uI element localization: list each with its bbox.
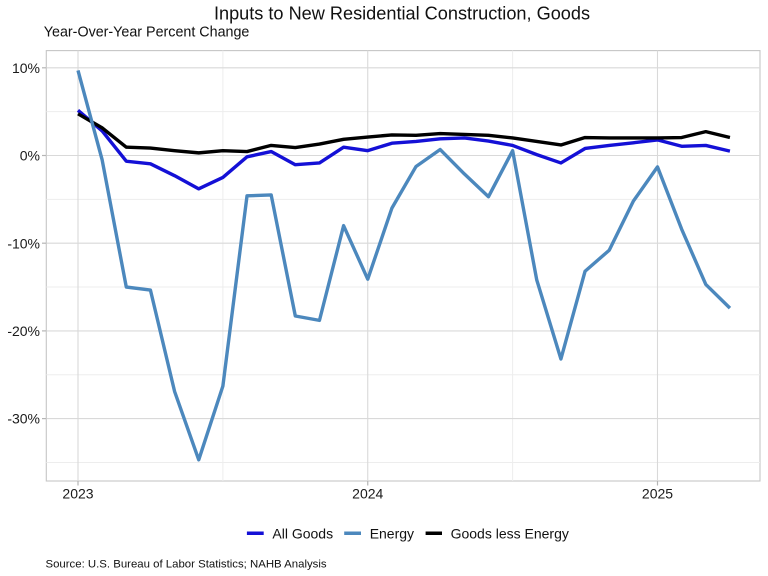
- svg-text:All Goods: All Goods: [272, 525, 333, 541]
- svg-text:10%: 10%: [12, 60, 40, 76]
- svg-text:2024: 2024: [352, 486, 383, 502]
- svg-text:Source: U.S. Bureau of Labor S: Source: U.S. Bureau of Labor Statistics;…: [46, 559, 327, 571]
- svg-text:Year-Over-Year Percent Change: Year-Over-Year Percent Change: [44, 25, 250, 41]
- svg-text:-20%: -20%: [7, 323, 40, 339]
- svg-text:2023: 2023: [62, 486, 93, 502]
- svg-text:Goods less Energy: Goods less Energy: [451, 525, 569, 541]
- svg-text:Inputs to New Residential Cons: Inputs to New Residential Construction, …: [214, 3, 590, 23]
- svg-text:-30%: -30%: [7, 411, 40, 427]
- svg-text:Energy: Energy: [370, 525, 414, 541]
- svg-text:0%: 0%: [20, 148, 40, 164]
- svg-text:2025: 2025: [642, 486, 673, 502]
- svg-text:-10%: -10%: [7, 235, 40, 251]
